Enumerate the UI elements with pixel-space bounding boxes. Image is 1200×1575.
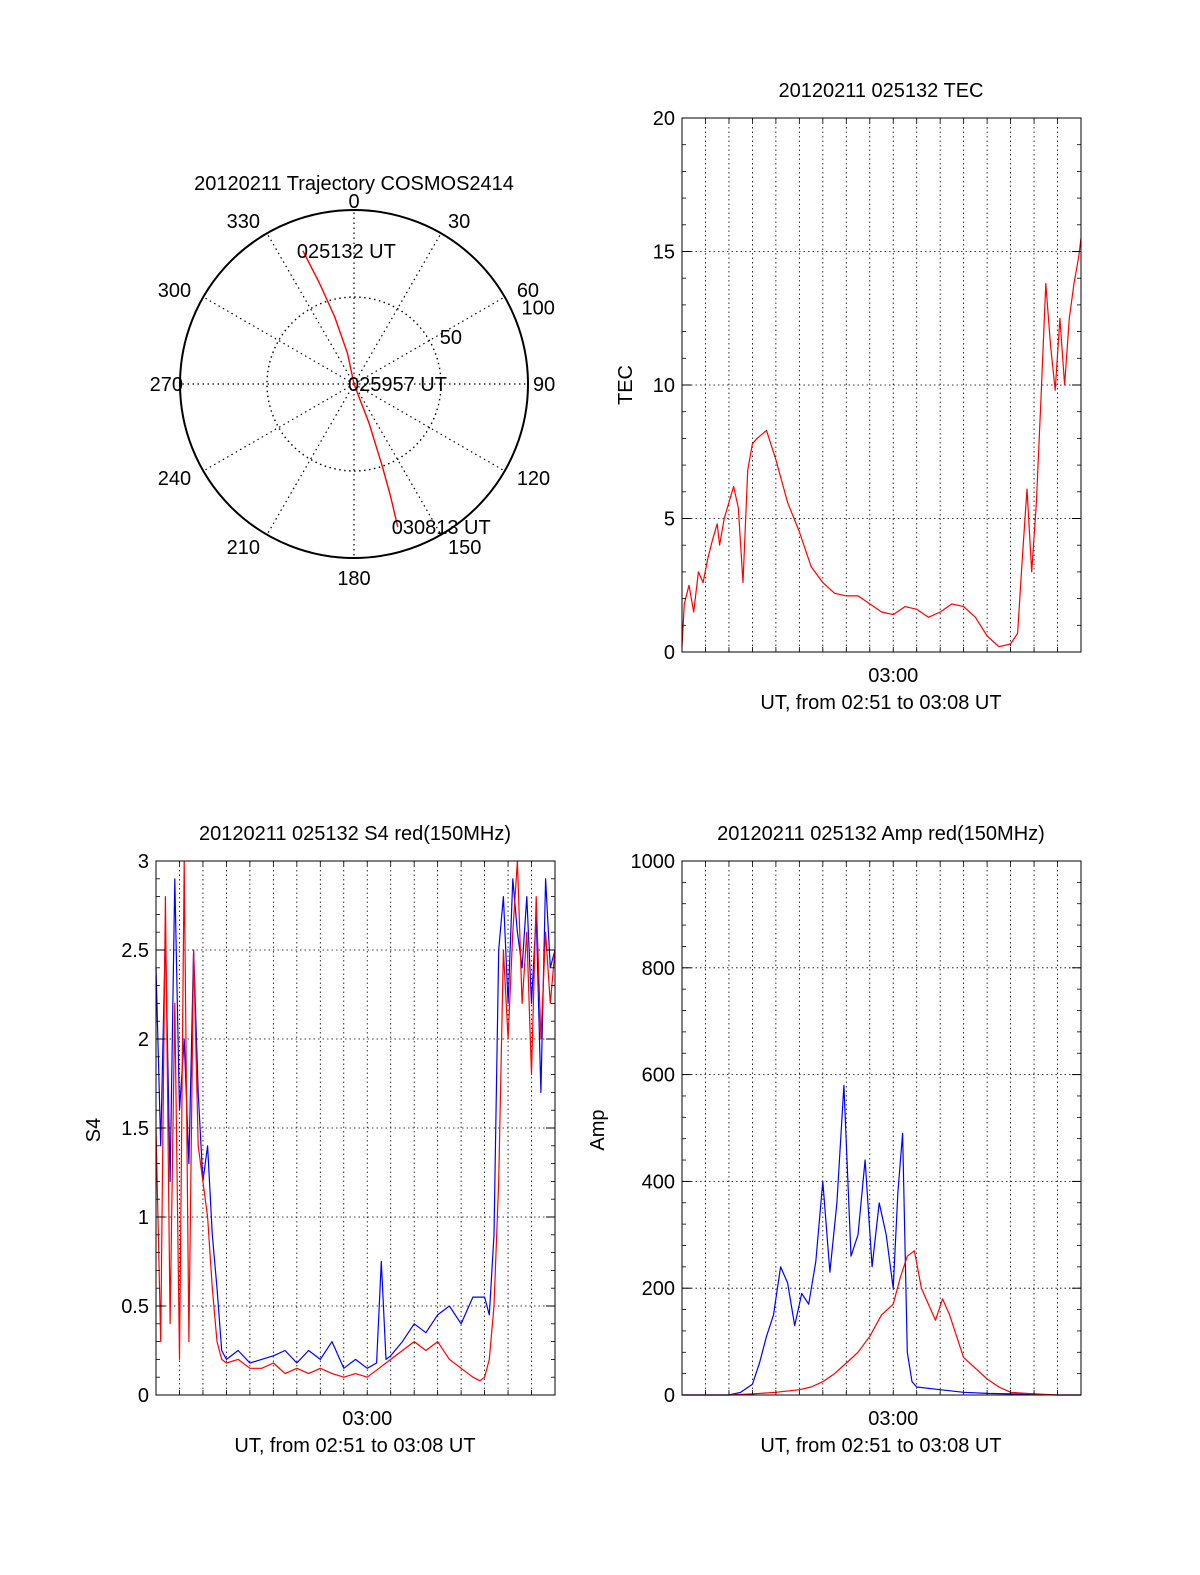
polar-inner-circle [266,296,442,472]
s4-ytick-label: 2 [138,1029,149,1051]
s4-xlabel: UT, from 02:51 to 03:08 UT [234,1435,475,1457]
s4-series-1-line [155,860,556,1382]
tec-panel: 20120211 025132 TEC 0 5 10 15 20 03:00 UT, fr… [615,80,1082,714]
polar-azimuth-label: 180 [337,568,370,590]
amp-series-1-line [682,1250,1081,1396]
trajectory-annotations: 025132 UT 025957 UT 030813 UT [297,241,491,539]
amp-ytick-label: 600 [642,1065,675,1087]
trajectory-title: 20120211 Trajectory COSMOS2414 [194,173,514,195]
polar-spoke [353,383,442,535]
trajectory-labels: 0 30 60 90 120 150 180 210 240 270 300 330 50 100 [150,191,556,590]
amp-ytick-label: 800 [642,958,675,980]
polar-azimuth-label: 60 [517,280,539,302]
amp-xlabel: UT, from 02:51 to 03:08 UT [760,1435,1001,1457]
polar-azimuth-label: 330 [227,211,260,233]
amp-ytick-label: 200 [642,1278,675,1300]
tec-ytick-label: 0 [664,642,675,664]
polar-azimuth-label: 120 [517,468,550,490]
tec-xtick-label: 03:00 [868,665,918,687]
tec-series [681,238,1082,648]
amp-ytick-label: 1000 [631,851,676,873]
polar-azimuth-label: 210 [227,537,260,559]
amp-panel: 20120211 025132 Amp red(150MHz) 0 200 400 6… [587,823,1082,1457]
s4-grid [156,861,555,1395]
s4-ylabel: S4 [83,1118,105,1142]
polar-azimuth-label: 270 [150,374,183,396]
tec-ytick-label: 10 [653,375,675,397]
amp-frame [681,860,1082,1396]
trajectory-time-label: 025957 UT [348,374,447,396]
amp-series-0-line [682,1084,1081,1396]
s4-series-0-line [155,878,556,1369]
amp-title: 20120211 025132 Amp red(150MHz) [717,823,1045,845]
tec-ylabel: TEC [615,365,637,405]
trajectory-time-label: 025132 UT [297,241,396,263]
tec-ytick-label: 15 [653,242,675,264]
amp-grid [682,861,1081,1395]
tec-grid [682,118,1081,652]
trajectory-panel: 20120211 Trajectory COSMOS2414 0 30 60 90 12… [150,173,556,590]
polar-azimuth-label: 0 [348,191,359,213]
polar-azimuth-label: 30 [448,211,470,233]
polar-spoke [266,233,355,385]
trajectory-time-label: 030813 UT [392,517,491,539]
s4-ytick-label: 2.5 [121,940,149,962]
s4-axes: 0 0.5 1 1.5 2 2.5 3 03:00 [121,851,556,1430]
amp-axes: 0 200 400 600 800 1000 03:00 [631,851,1082,1430]
amp-ylabel: Amp [587,1109,609,1150]
trajectory-series [302,250,399,528]
amp-series [682,1084,1081,1396]
amp-ytick-label: 0 [664,1385,675,1407]
polar-radial-label: 50 [440,327,462,349]
trajectory-grid [179,209,529,559]
polar-spoke [353,296,505,385]
polar-spoke [353,233,442,385]
tec-axes: 0 5 10 15 20 03:00 [653,108,1082,687]
polar-spoke [266,383,355,535]
tec-ytick-label: 20 [653,108,675,130]
tec-series-0-line [681,238,1082,648]
polar-spoke [203,383,355,472]
s4-title: 20120211 025132 S4 red(150MHz) [199,823,511,845]
s4-ytick-label: 1.5 [121,1118,149,1140]
amp-xtick-label: 03:00 [868,1408,918,1430]
polar-azimuth-label: 300 [158,280,191,302]
polar-radial-label: 100 [522,297,555,319]
s4-series [155,860,556,1382]
tec-title: 20120211 025132 TEC [779,80,984,102]
s4-ytick-label: 0.5 [121,1296,149,1318]
s4-panel: 20120211 025132 S4 red(150MHz) 0 0.5 1 1.5 2… [83,823,556,1457]
s4-ytick-label: 0 [138,1385,149,1407]
polar-azimuth-label: 150 [448,537,481,559]
polar-azimuth-label: 240 [158,468,191,490]
polar-azimuth-label: 90 [533,374,555,396]
polar-spoke [203,296,355,385]
tec-xlabel: UT, from 02:51 to 03:08 UT [760,692,1001,714]
amp-ytick-label: 400 [642,1171,675,1193]
trajectory-line [302,250,399,528]
polar-spoke [353,383,505,472]
s4-ytick-label: 3 [138,851,149,873]
s4-ytick-label: 1 [138,1207,149,1229]
s4-xtick-label: 03:00 [342,1408,392,1430]
polar-outer-circle [179,209,529,559]
tec-ytick-label: 5 [664,509,675,531]
